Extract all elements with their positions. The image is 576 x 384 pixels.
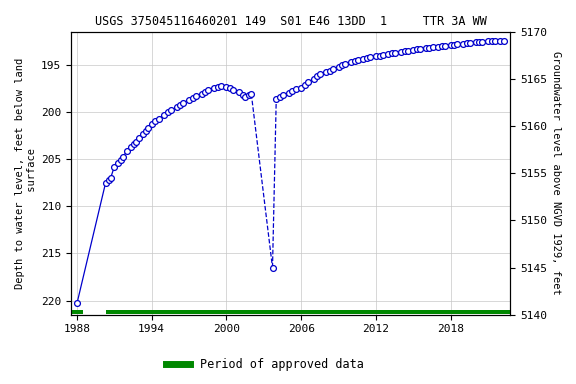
Y-axis label: Depth to water level, feet below land
 surface: Depth to water level, feet below land su… — [15, 58, 37, 289]
Legend: Period of approved data: Period of approved data — [162, 354, 368, 376]
Y-axis label: Groundwater level above NGVD 1929, feet: Groundwater level above NGVD 1929, feet — [551, 51, 561, 295]
Title: USGS 375045116460201 149  S01 E46 13DD  1     TTR 3A WW: USGS 375045116460201 149 S01 E46 13DD 1 … — [94, 15, 487, 28]
